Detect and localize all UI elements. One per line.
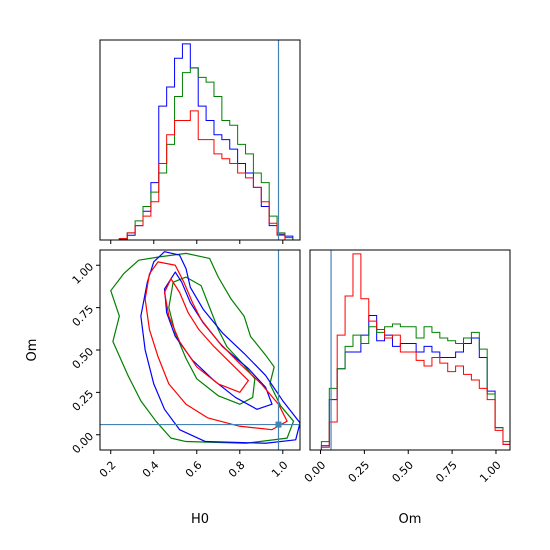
contour-x-tick-label: 1.0 — [269, 459, 291, 481]
contour-y-tick-label: 0.25 — [70, 387, 97, 414]
contour-series-1-inner — [168, 276, 256, 405]
contour-h0-om-panel: 0.2 0.4 0.6 0.8 1.0 0.00 0.25 0.50 0.75 1.00 — [70, 249, 301, 481]
hist-om-x-tick-label: 1.00 — [477, 459, 504, 486]
contour-y-tick-label: 0.75 — [70, 303, 97, 330]
hist-om-x-tick-label: 0.00 — [302, 459, 329, 486]
contour-truth-marker — [275, 421, 282, 428]
hist-om-x-tick-label: 0.25 — [346, 459, 373, 486]
hist-h0-frame — [99, 39, 301, 241]
hist-om-x-tick-label: 0.50 — [390, 459, 417, 486]
histogram-h0-panel — [99, 39, 301, 244]
contour-frame — [99, 249, 301, 451]
contour-x-tick-label: 0.6 — [183, 459, 205, 481]
hist-om-series-2-histogram — [313, 253, 510, 450]
hist-om-x-tick-label: 0.75 — [433, 459, 460, 486]
histogram-om-panel: 0.00 0.25 0.50 0.75 1.00 — [302, 249, 511, 486]
contour-series-0-inner — [163, 271, 273, 410]
contour-series-1-outer — [110, 252, 295, 444]
hist-h0-series-2-histogram — [100, 110, 300, 240]
hist-om-series-0-histogram — [313, 315, 510, 450]
contour-series-2-inner — [163, 278, 249, 393]
hist-h0-series-1-histogram — [100, 67, 300, 240]
hist-om-frame — [309, 249, 511, 451]
contour-series-0-outer — [140, 251, 300, 444]
contour-y-axis-label: Om — [25, 339, 40, 362]
contour-y-tick-label: 0.00 — [70, 430, 97, 457]
contour-y-tick-label: 1.00 — [70, 260, 97, 287]
hist-om-series-1-histogram — [313, 323, 510, 450]
contour-x-tick-label: 0.2 — [97, 459, 119, 481]
contour-x-tick-label: 0.8 — [226, 459, 248, 481]
contour-x-axis-label: H0 — [191, 512, 209, 527]
contour-y-tick-label: 0.50 — [70, 345, 97, 372]
contour-x-tick-label: 0.4 — [140, 459, 162, 481]
hist-om-x-axis-label: Om — [399, 512, 422, 527]
